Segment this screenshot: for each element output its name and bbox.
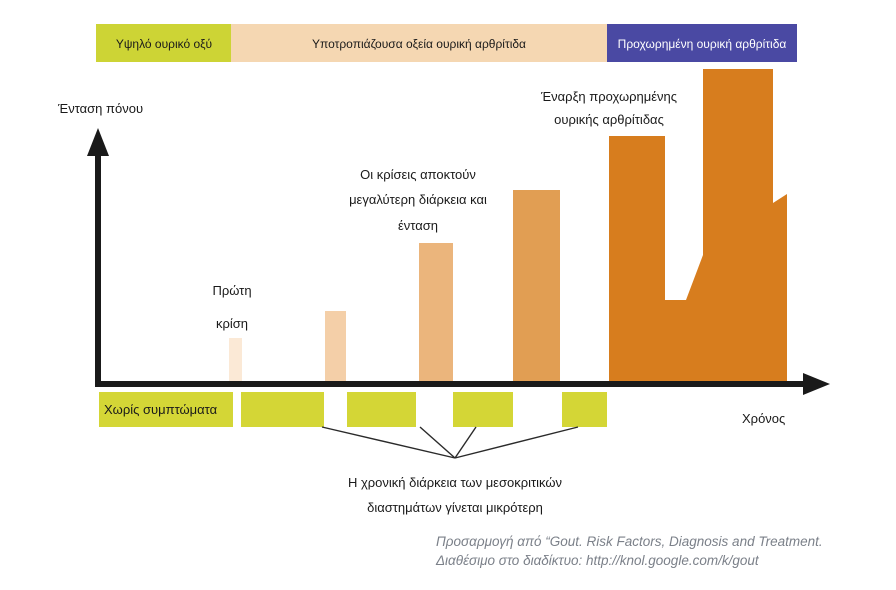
connector-line-4 [454,426,579,459]
attack-bar-first [229,338,242,384]
source-credit-line-1: Προσαρμογή από “Gout. Risk Factors, Diag… [436,534,823,549]
longer-attacks-line-3: ένταση [398,218,438,233]
attack-bar-third [419,243,453,384]
interval-bar-1 [241,392,324,427]
attack-bars [229,69,787,384]
connector-line-3 [454,426,477,459]
x-axis-arrowhead [803,373,830,395]
x-axis-label: Χρόνος [742,411,785,426]
stage-advanced-gout [607,24,797,62]
y-axis-label: Ένταση πόνου [57,101,143,116]
axes: Ένταση πόνου Χρόνος [57,101,830,426]
first-attack-line-2: κρίση [216,316,248,331]
no-symptoms-label: Χωρίς συμπτώματα [104,402,218,417]
attack-bar-fourth [513,190,560,384]
intervals-caption-line-2: διαστημάτων γίνεται μικρότερη [367,500,543,515]
stage-recurrent-acute-gout [231,24,607,62]
advanced-onset-line-1: Έναρξη προχωρημένης [540,89,677,104]
stage-label-high-uric-acid: Υψηλό ουρικό οξύ [116,37,212,51]
intervals-caption-line-1: Η χρονική διάρκεια των μεσοκριτικών [348,475,562,490]
stage-label-advanced-gout: Προχωρημένη ουρική αρθρίτιδα [618,37,787,51]
y-axis-arrowhead [87,128,109,156]
first-attack-line-1: Πρώτη [212,283,251,298]
interval-bar-3 [453,392,513,427]
interval-bars: Χωρίς συμπτώματα [99,392,607,427]
connector-line-1 [321,426,456,459]
source-credit-line-2: Διαθέσιμο στο διαδίκτυο: http://knol.goo… [436,553,759,568]
longer-attacks-line-1: Οι κρίσεις αποκτούν [360,167,476,182]
advanced-gout-area [609,69,787,384]
annotations: Πρώτη κρίση Οι κρίσεις αποκτούν μεγαλύτε… [212,89,677,515]
advanced-onset-line-2: ουρικής αρθρίτιδας [554,112,664,127]
stage-band: Υψηλό ουρικό οξύ Υποτροπιάζουσα οξεία ου… [96,24,797,62]
attack-bar-second [325,311,346,384]
no-symptoms-bar [99,392,233,427]
stage-label-recurrent-gout: Υποτροπιάζουσα οξεία ουρική αρθρίτιδα [312,37,526,51]
interval-bar-4 [562,392,607,427]
longer-attacks-line-2: μεγαλύτερη διάρκεια και [349,192,487,207]
interval-bar-2 [347,392,416,427]
interval-connectors [321,426,579,459]
stage-high-uric-acid [96,24,231,62]
source-credit: Προσαρμογή από “Gout. Risk Factors, Diag… [436,532,896,570]
connector-line-2 [419,426,456,459]
